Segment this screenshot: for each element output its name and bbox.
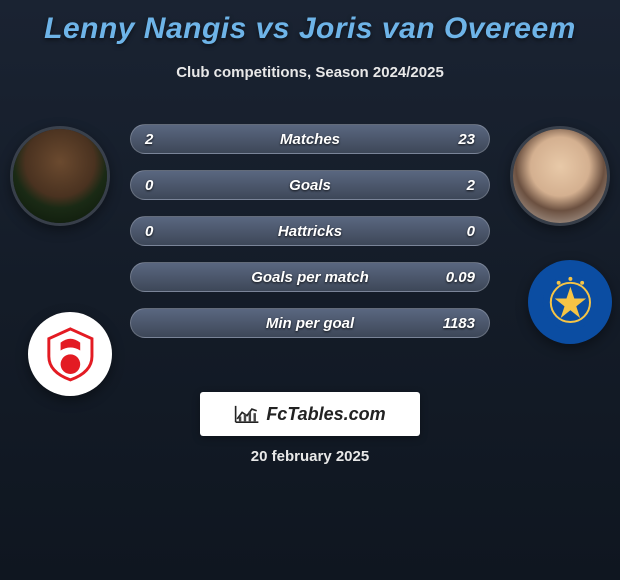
stat-value-right: 2: [453, 171, 489, 200]
stat-value-right: 23: [444, 125, 489, 154]
stat-value-left: 2: [131, 125, 167, 154]
stat-bar: Matches2 23: [130, 124, 490, 154]
subtitle: Club competitions, Season 2024/2025: [0, 64, 620, 81]
stat-label: Goals: [131, 171, 489, 200]
stat-bar: Min per goal1183: [130, 308, 490, 338]
stat-label: Hattricks: [131, 217, 489, 246]
star-icon: [541, 273, 600, 332]
player-left-photo: [10, 126, 110, 226]
avatar: [513, 129, 607, 223]
stat-row: Matches2 23: [130, 124, 490, 154]
shield-icon: [41, 325, 100, 384]
stats-bars: Matches223Goals02Hattricks00Goals per ma…: [130, 124, 490, 354]
brand-label: FcTables.com: [266, 404, 385, 425]
stat-bar: Hattricks0 0: [130, 216, 490, 246]
chart-icon: [234, 403, 260, 425]
stat-row: Goals per match0.09: [130, 262, 490, 292]
stat-row: Min per goal1183: [130, 308, 490, 338]
stat-value-left: 0: [131, 217, 167, 246]
stat-bar: Goals0 2: [130, 170, 490, 200]
stat-bar: Goals per match0.09: [130, 262, 490, 292]
club-right-logo: [528, 260, 612, 344]
date-label: 20 february 2025: [0, 448, 620, 465]
stat-value-right: 0: [453, 217, 489, 246]
stat-value-right: 1183: [429, 309, 489, 338]
stat-value-left: 0: [131, 171, 167, 200]
club-left-logo: [28, 312, 112, 396]
stat-row: Hattricks0 0: [130, 216, 490, 246]
stat-value-right: 0.09: [432, 263, 489, 292]
page-title: Lenny Nangis vs Joris van Overeem: [0, 0, 620, 46]
avatar: [13, 129, 107, 223]
stat-label: Matches: [131, 125, 489, 154]
player-right-photo: [510, 126, 610, 226]
brand-badge: FcTables.com: [200, 392, 420, 436]
stat-row: Goals0 2: [130, 170, 490, 200]
